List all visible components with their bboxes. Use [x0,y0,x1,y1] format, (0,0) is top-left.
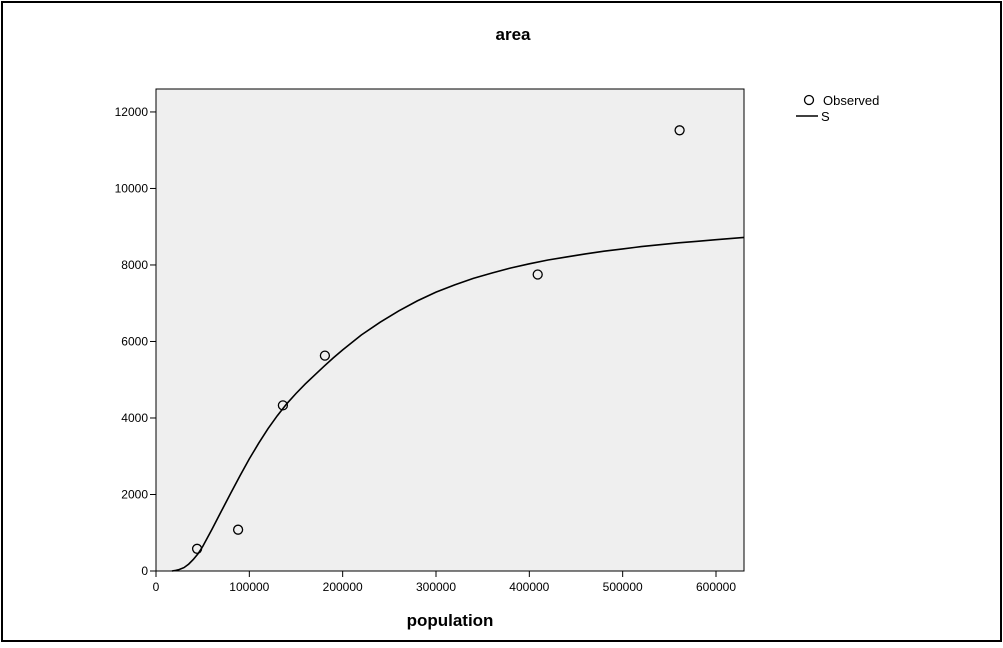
observed-point [277,400,289,411]
x-tick-label: 100000 [229,580,269,594]
y-tick-label: 6000 [121,334,148,348]
x-tick-label: 500000 [603,580,643,594]
x-tick-label: 200000 [323,580,363,594]
y-tick-label: 0 [141,564,148,578]
fit-curve-s [171,236,745,572]
legend-observed-label: Observed [823,93,879,108]
y-tick-label: 8000 [121,258,148,272]
y-tick-label: 10000 [115,181,149,195]
observed-point [674,125,685,136]
legend-s-label: S [821,109,830,124]
observed-point [191,543,203,554]
x-axis-title: population [407,611,494,630]
legend-observed-marker [803,94,815,106]
x-tick-label: 600000 [696,580,736,594]
plot-content [171,125,745,572]
y-tick-label: 4000 [121,411,148,425]
y-tick-label: 2000 [121,487,148,501]
x-tick-label: 400000 [509,580,549,594]
chart-title: area [496,25,532,44]
x-tick-label: 300000 [416,580,456,594]
y-tick-label: 12000 [115,105,149,119]
observed-point [319,350,331,361]
x-tick-label: 0 [153,580,160,594]
x-axis: 0 100000 200000 300000 400000 500000 600000 [153,571,736,594]
observed-point [532,269,543,280]
y-axis: 0 2000 4000 6000 8000 10000 12000 [115,105,156,578]
plot-area [155,88,745,572]
observed-point [232,524,244,535]
